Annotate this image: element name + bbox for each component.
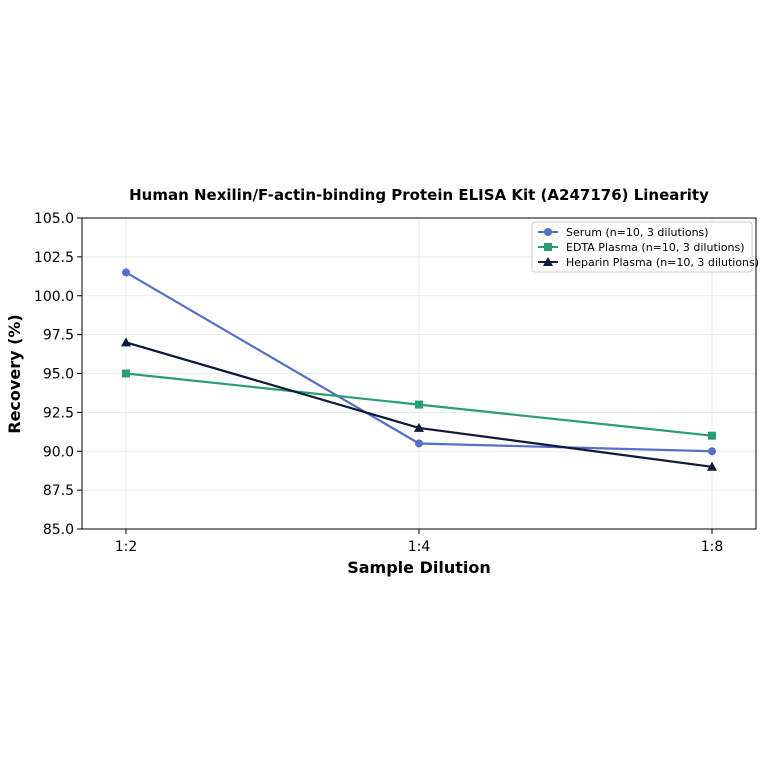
data-point — [414, 422, 424, 432]
series-1 — [122, 268, 716, 456]
y-tick-label: 95.0 — [43, 367, 74, 383]
data-point — [708, 431, 716, 440]
chart-title: Human Nexilin/F-actin-binding Protein EL… — [129, 186, 709, 204]
series-2 — [122, 369, 716, 440]
y-tick-label: 85.0 — [43, 522, 74, 538]
x-tick-label: 1:4 — [408, 539, 431, 555]
x-tick-label: 1:8 — [701, 539, 724, 555]
data-point — [121, 337, 131, 347]
series-3 — [121, 337, 717, 471]
legend: Serum (n=10, 3 dilutions) EDTA Plasma (n=… — [531, 221, 759, 273]
y-tick-label: 87.5 — [43, 483, 74, 499]
series-group — [121, 268, 717, 471]
y-axis-label: Recovery (%) — [5, 314, 24, 433]
legend-box — [531, 221, 753, 273]
axes: 85.0 87.5 90.0 92.5 95.0 97.5 100.0 102.5 105.0 1… — [34, 211, 723, 555]
y-tick-label: 102.5 — [34, 250, 74, 266]
x-tick-label: 1:2 — [115, 539, 138, 555]
y-tick-label: 92.5 — [43, 405, 74, 421]
x-axis-label: Sample Dilution — [347, 558, 491, 577]
legend-marker — [544, 243, 552, 251]
data-point — [708, 447, 716, 456]
legend-entry: EDTA Plasma (n=10, 3 dilutions) — [566, 241, 745, 254]
data-point — [415, 400, 423, 409]
legend-marker — [544, 228, 552, 236]
legend-marker — [543, 257, 553, 266]
y-tick-label: 100.0 — [34, 289, 74, 305]
data-point — [122, 268, 130, 277]
data-point — [707, 461, 717, 471]
data-point — [122, 369, 130, 378]
legend-entry: Serum (n=10, 3 dilutions) — [566, 226, 709, 239]
legend-entry: Heparin Plasma (n=10, 3 dilutions) — [566, 256, 759, 269]
y-tick-label: 90.0 — [43, 444, 74, 460]
y-tick-label: 105.0 — [34, 211, 74, 227]
data-point — [415, 439, 423, 448]
y-tick-label: 97.5 — [43, 328, 74, 344]
